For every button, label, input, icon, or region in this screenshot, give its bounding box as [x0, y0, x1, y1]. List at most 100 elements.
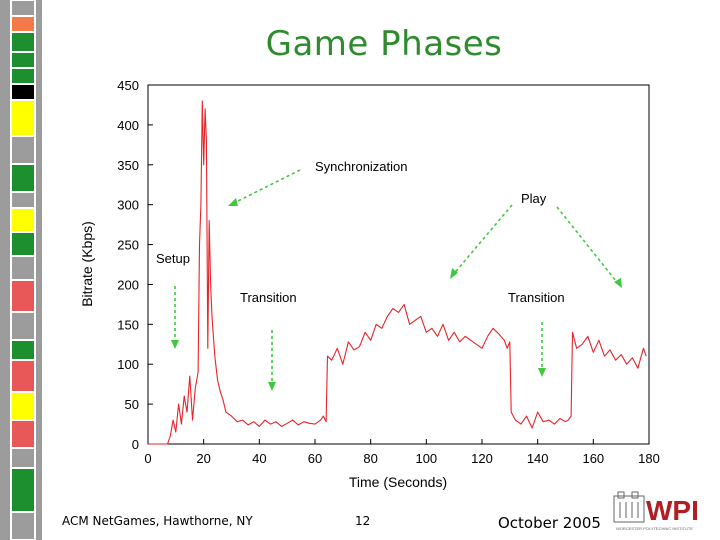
strip-block — [12, 165, 34, 191]
strip-block — [0, 136, 10, 164]
strip-block — [0, 232, 10, 256]
arrow-sync — [229, 169, 301, 206]
strip-block — [0, 448, 10, 468]
strip-block — [12, 69, 34, 83]
strip-block — [36, 164, 42, 192]
strip-block — [36, 232, 42, 256]
y-tick-label: 250 — [117, 238, 139, 253]
annotation-arrows — [174, 169, 621, 388]
strip-block — [0, 420, 10, 448]
y-tick-label: 300 — [117, 198, 139, 213]
logo-subtext: WORCESTER POLYTECHNIC INSTITUTE — [616, 526, 693, 531]
y-tick-label: 150 — [117, 317, 139, 332]
arrowhead-play-left — [450, 268, 458, 279]
strip-block — [0, 280, 10, 312]
annotation-play: Play — [521, 191, 547, 206]
strip-block — [36, 68, 42, 84]
x-tick-label: 60 — [308, 451, 322, 466]
strip-block — [0, 0, 10, 16]
wpi-logo: WPI WORCESTER POLYTECHNIC INSTITUTE — [613, 491, 699, 531]
strip-block — [36, 32, 42, 52]
y-tick-label: 450 — [117, 78, 139, 93]
strip-block — [36, 0, 42, 16]
strip-block — [36, 84, 42, 100]
annotation-transition-1: Transition — [240, 290, 297, 305]
y-tick-label: 200 — [117, 277, 139, 292]
strip-block — [0, 392, 10, 420]
x-tick-label: 100 — [415, 451, 437, 466]
arrowhead-transition-2 — [538, 368, 546, 377]
strip-block — [0, 100, 10, 136]
arrow-heads — [171, 198, 622, 391]
strip-block — [36, 280, 42, 312]
strip-block — [12, 421, 34, 447]
x-tick-label: 160 — [582, 451, 604, 466]
strip-block — [12, 513, 34, 539]
page-number: 12 — [355, 514, 371, 528]
strip-block — [0, 312, 10, 340]
strip-block — [36, 208, 42, 232]
strip-block — [12, 1, 34, 15]
strip-block — [12, 257, 34, 279]
y-tick-label: 0 — [132, 437, 139, 452]
strip-block — [0, 84, 10, 100]
strip-block — [12, 85, 34, 99]
strip-block — [36, 192, 42, 208]
strip-block — [12, 341, 34, 359]
logo-wordmark: WPI — [646, 495, 699, 526]
footer-conference: ACM NetGames, Hawthorne, NY — [62, 514, 253, 528]
y-tick-label: 50 — [125, 397, 139, 412]
strip-block — [12, 101, 34, 135]
arrowhead-play-right — [614, 278, 622, 288]
strip-block — [12, 393, 34, 419]
strip-block — [12, 209, 34, 231]
strip-block — [36, 136, 42, 164]
strip-block — [12, 33, 34, 51]
x-tick-label: 20 — [196, 451, 210, 466]
strip-block — [12, 193, 34, 207]
strip-block — [36, 312, 42, 340]
castle-emblem — [613, 491, 645, 523]
annotation-transition-2: Transition — [508, 290, 565, 305]
y-axis-label: Bitrate (Kbps) — [79, 221, 95, 307]
axis-ticks: 0 20 40 60 80 100 120 140 160 180 0 50 100 150 200 250 3… — [117, 78, 660, 466]
strip-block — [0, 68, 10, 84]
strip-block — [0, 340, 10, 360]
strip-block — [12, 233, 34, 255]
plot-frame — [147, 84, 650, 445]
y-tick-label: 400 — [117, 118, 139, 133]
x-tick-label: 40 — [252, 451, 266, 466]
strip-block — [0, 512, 10, 540]
strip-block — [36, 52, 42, 68]
arrowhead-setup — [171, 340, 179, 349]
strip-block — [0, 360, 10, 392]
strip-block — [12, 281, 34, 311]
strip-block — [12, 469, 34, 511]
strip-block — [12, 137, 34, 163]
arrowhead-transition-1 — [268, 382, 276, 391]
strip-block — [0, 208, 10, 232]
annotation-setup: Setup — [156, 251, 190, 266]
strip-block — [0, 164, 10, 192]
strip-block — [12, 53, 34, 67]
slide-title: Game Phases — [265, 24, 503, 64]
strip-block — [0, 52, 10, 68]
strip-block — [36, 392, 42, 420]
y-tick-label: 350 — [117, 158, 139, 173]
strip-block — [0, 256, 10, 280]
strip-block — [36, 448, 42, 468]
decorative-color-strip — [0, 0, 42, 540]
x-tick-label: 120 — [471, 451, 493, 466]
footer-date: October 2005 — [498, 514, 601, 532]
annotations: Synchronization Play Setup Transition Tr… — [156, 159, 622, 391]
x-tick-label: 0 — [144, 451, 151, 466]
strip-block — [0, 468, 10, 512]
annotation-synchronization: Synchronization — [315, 159, 408, 174]
arrow-play-right — [556, 206, 621, 287]
arrow-play-left — [451, 204, 513, 277]
strip-block — [36, 340, 42, 360]
strip-block — [12, 17, 34, 31]
arrowhead-sync — [228, 198, 238, 206]
strip-block — [36, 468, 42, 512]
